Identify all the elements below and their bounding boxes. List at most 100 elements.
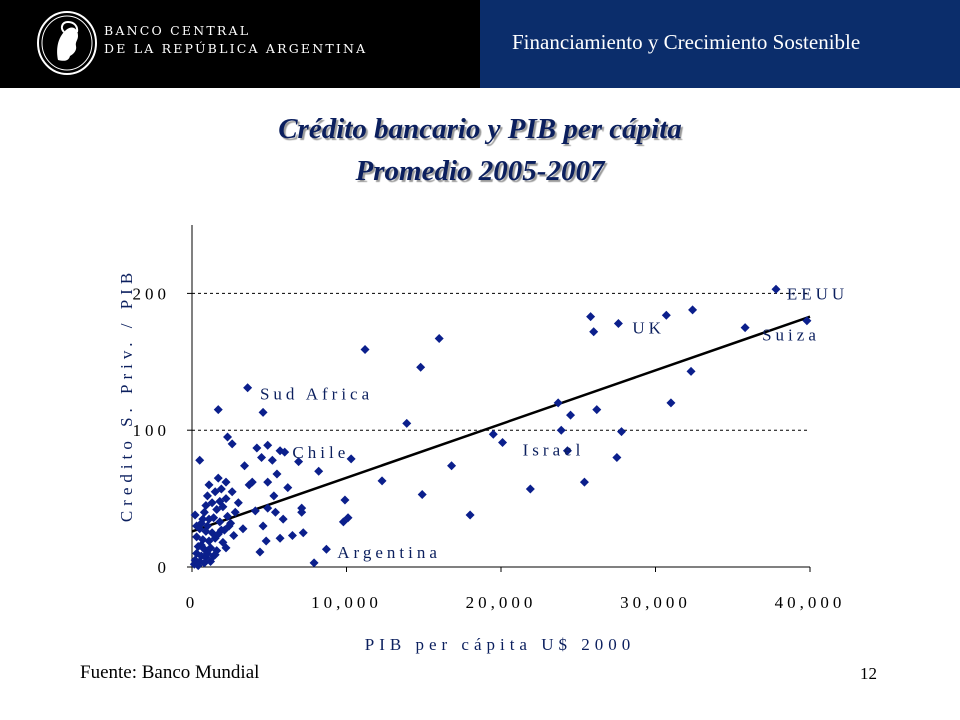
- data-point: [343, 513, 353, 523]
- data-point: [612, 453, 622, 463]
- data-point: [213, 405, 223, 415]
- data-point: [204, 480, 214, 490]
- source-note: Fuente: Banco Mundial: [80, 662, 260, 683]
- data-point: [193, 561, 203, 571]
- data-point: [255, 547, 265, 557]
- slide-title: Crédito bancario y PIB per cápita Promed…: [0, 108, 960, 192]
- data-point: [243, 383, 253, 393]
- data-point: [688, 305, 698, 315]
- data-point: [465, 510, 475, 520]
- trendline-group: [191, 315, 811, 533]
- annotation-label: Sud Africa: [260, 384, 373, 403]
- data-point: [270, 507, 280, 517]
- data-point: [230, 507, 240, 517]
- data-point: [247, 477, 257, 487]
- tick-labels: 0 10,000 20,000 30,000 40,000 0 100 200: [133, 284, 846, 612]
- y-tick-label: 100: [133, 421, 171, 440]
- data-point: [213, 473, 223, 483]
- data-point: [280, 447, 290, 457]
- bank-seal-icon: [37, 11, 97, 75]
- annotation-label: Chile: [292, 443, 349, 462]
- data-point: [666, 398, 676, 408]
- data-point: [434, 334, 444, 344]
- data-point: [556, 425, 566, 435]
- data-point: [263, 477, 273, 487]
- data-point: [287, 531, 297, 541]
- slide-title-line2: Promedio 2005-2007: [355, 155, 605, 187]
- annotation-label: Suiza: [762, 325, 820, 344]
- data-point: [589, 327, 599, 337]
- data-point: [309, 558, 319, 568]
- data-point: [252, 443, 262, 453]
- data-point: [314, 466, 324, 476]
- data-point: [272, 469, 282, 479]
- x-tick-label: 20,000: [466, 593, 537, 612]
- data-point: [346, 454, 356, 464]
- data-point: [661, 310, 671, 320]
- data-point: [562, 446, 572, 456]
- x-tick-label: 0: [186, 593, 199, 612]
- annotation-label: UK: [632, 319, 665, 338]
- y-tick-label: 0: [158, 558, 171, 577]
- data-point: [447, 461, 457, 471]
- data-point: [261, 536, 271, 546]
- data-point: [192, 521, 202, 531]
- data-points: [189, 284, 812, 571]
- x-axis-title: PIB per cápita U$ 2000: [365, 635, 636, 654]
- data-point: [278, 514, 288, 524]
- x-tick-label: 30,000: [620, 593, 691, 612]
- data-point: [221, 477, 231, 487]
- data-point: [275, 533, 285, 543]
- data-point: [258, 521, 268, 531]
- data-point: [377, 476, 387, 486]
- data-point: [227, 439, 237, 449]
- data-point: [360, 344, 370, 354]
- x-tick-label: 40,000: [775, 593, 846, 612]
- header-section-area: [480, 0, 960, 88]
- data-point: [240, 461, 250, 471]
- data-point: [190, 510, 200, 520]
- data-point: [233, 498, 243, 508]
- section-title: Financiamiento y Crecimiento Sostenible: [512, 30, 861, 54]
- data-point: [566, 410, 576, 420]
- y-tick-label: 200: [133, 284, 171, 303]
- data-point: [283, 483, 293, 493]
- data-point: [402, 418, 412, 428]
- data-point: [579, 477, 589, 487]
- data-point: [215, 517, 225, 527]
- data-point: [258, 407, 268, 417]
- data-point: [553, 398, 563, 408]
- data-point: [802, 316, 812, 326]
- data-point: [209, 513, 219, 523]
- axes: [187, 225, 811, 572]
- page-number: 12: [860, 664, 877, 683]
- data-point: [196, 540, 206, 550]
- data-point: [586, 312, 596, 322]
- data-point: [202, 521, 212, 531]
- trendline: [191, 315, 811, 533]
- annotation-label: Argentina: [337, 543, 441, 562]
- data-point: [202, 491, 212, 501]
- data-point: [321, 544, 331, 554]
- data-point: [210, 550, 220, 560]
- data-point: [613, 318, 623, 328]
- data-point: [592, 405, 602, 415]
- data-point: [771, 284, 781, 294]
- data-point: [417, 489, 427, 499]
- data-point: [686, 366, 696, 376]
- data-point: [297, 507, 307, 517]
- bank-name-line1: BANCO CENTRAL: [104, 23, 251, 38]
- data-point: [218, 502, 228, 512]
- annotation-label: EEUU: [787, 284, 848, 303]
- data-point: [216, 484, 226, 494]
- data-point: [298, 528, 308, 538]
- data-point: [238, 524, 248, 534]
- gridlines: [192, 292, 810, 431]
- data-point: [199, 507, 209, 517]
- data-point: [213, 529, 223, 539]
- bank-name-line2: DE LA REPÚBLICA ARGENTINA: [104, 41, 368, 56]
- data-point: [525, 484, 535, 494]
- bank-name: BANCO CENTRAL DE LA REPÚBLICA ARGENTINA: [104, 22, 367, 58]
- data-point: [229, 531, 239, 541]
